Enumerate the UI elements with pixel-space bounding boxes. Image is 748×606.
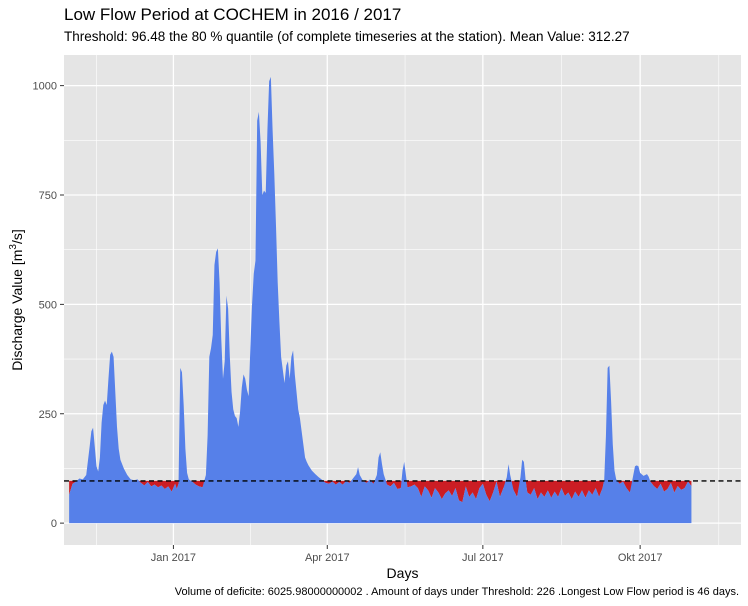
y-tick-label: 0 [51,518,57,530]
x-tick-label: Jan 2017 [151,552,196,564]
x-axis-title: Days [387,565,419,581]
y-axis-title-suffix: /s] [9,229,25,244]
y-axis-title: Discharge Value [m3/s] [8,229,25,370]
x-tick-label: Apr 2017 [305,552,350,564]
chart-subtitle: Threshold: 96.48 the 80 % quantile (of c… [64,29,630,44]
y-axis-title-superscript: 3 [8,244,19,250]
minor-gridlines [64,55,741,545]
x-tick-label: Jul 2017 [462,552,504,564]
x-tick-label: Okt 2017 [618,552,663,564]
plot-panel [64,55,741,545]
y-tick-label: 250 [39,409,57,421]
y-tick-label: 1000 [33,81,57,93]
y-tick-label: 500 [39,299,57,311]
y-tick-label: 750 [39,190,57,202]
y-axis-title-prefix: Discharge Value [m [9,250,25,371]
deficit-area [69,480,692,503]
chart-title: Low Flow Period at COCHEM in 2016 / 2017 [64,5,402,24]
x-axis-ticks: Jan 2017 Apr 2017 Jul 2017 Okt 2017 [151,545,663,564]
y-axis-ticks: 0 250 500 750 1000 [33,81,64,530]
footnote-summary: Volume of deficite: 6025.98000000002 . A… [174,586,739,598]
discharge-area [69,76,692,524]
